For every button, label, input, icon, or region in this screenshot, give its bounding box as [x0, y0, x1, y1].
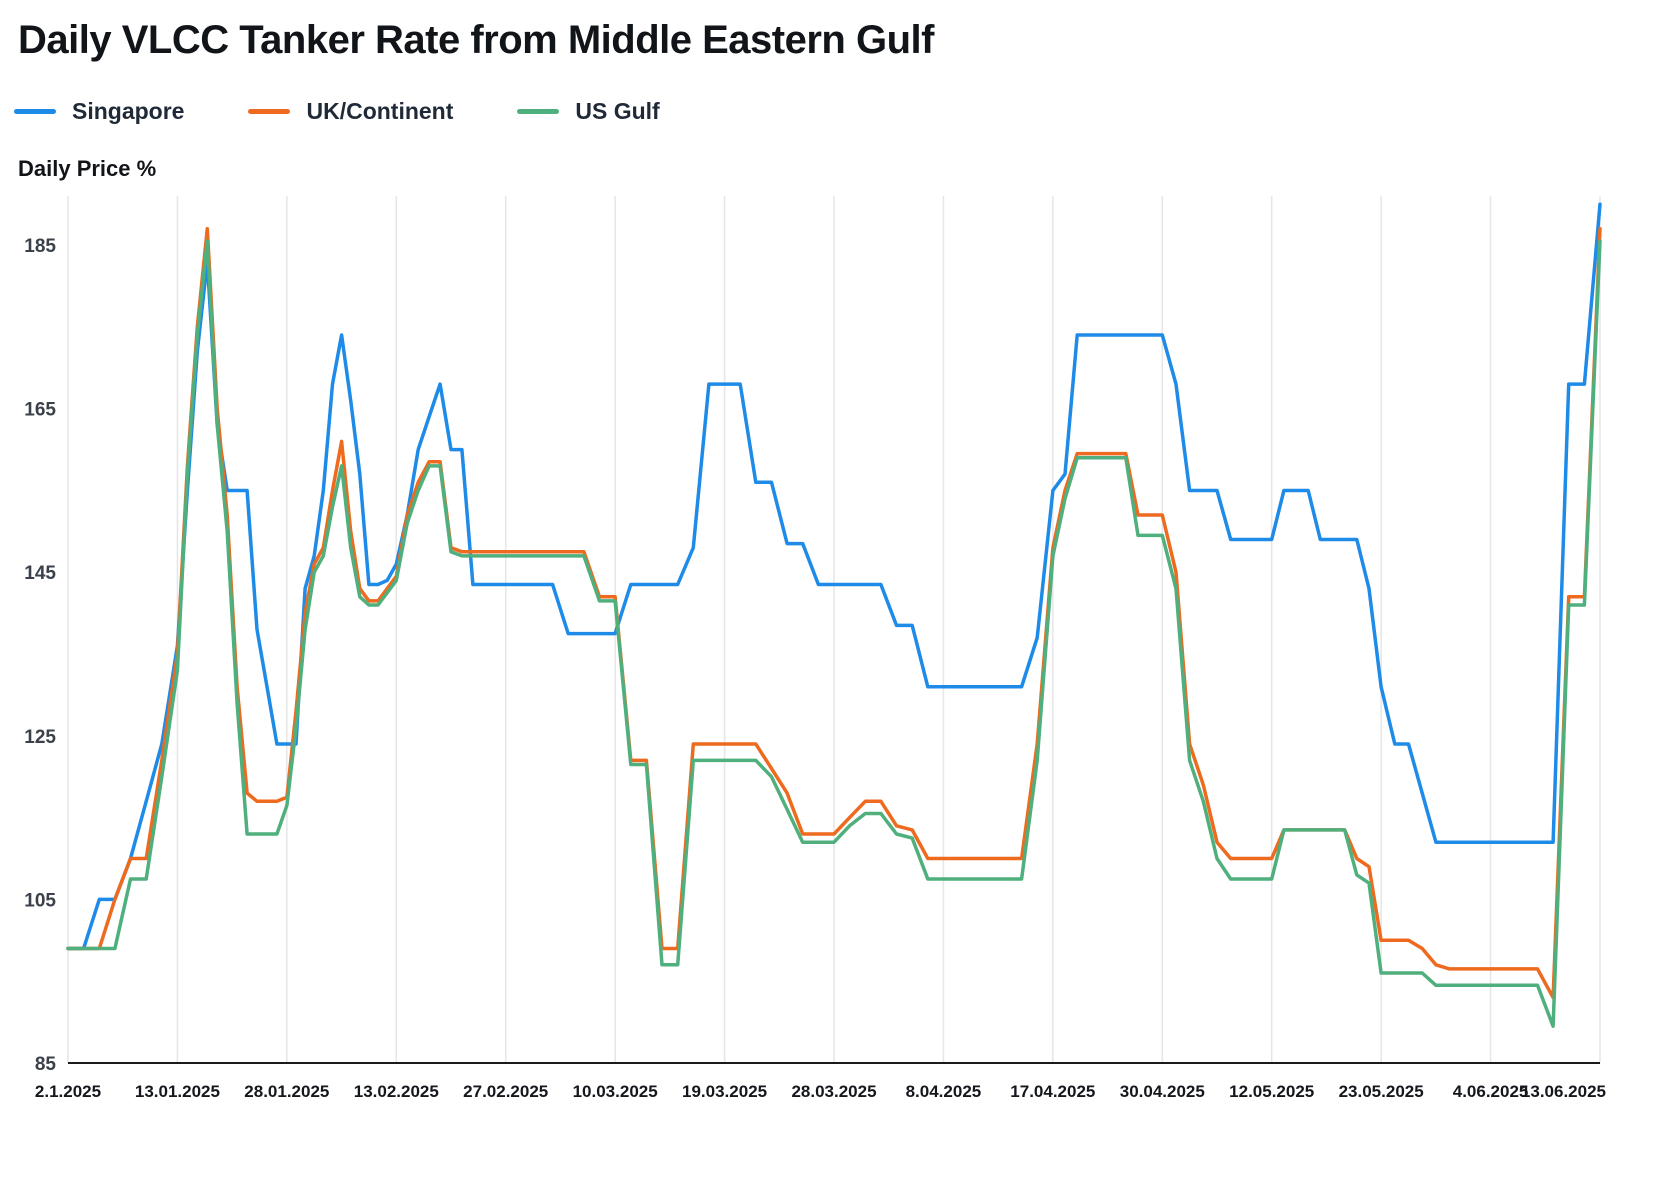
x-tick-label: 30.04.2025 [1120, 1082, 1205, 1101]
x-tick-label: 2.1.2025 [35, 1082, 101, 1101]
x-tick-label: 19.03.2025 [682, 1082, 767, 1101]
legend-swatch-us-gulf [517, 109, 560, 114]
x-tick-label: 13.02.2025 [354, 1082, 439, 1101]
legend-label-uk-continent: UK/Continent [306, 98, 454, 124]
y-tick-label: 85 [35, 1054, 57, 1075]
x-tick-label: 28.01.2025 [244, 1082, 329, 1101]
legend-swatch-uk-continent [248, 109, 291, 114]
y-tick-label: 105 [24, 890, 56, 911]
x-tick-label: 4.06.2025 [1453, 1082, 1529, 1101]
x-tick-label: 27.02.2025 [463, 1082, 548, 1101]
x-tick-label: 23.05.2025 [1339, 1082, 1424, 1101]
y-axis-title: Daily Price % [18, 156, 157, 181]
legend-swatch-singapore [14, 109, 56, 114]
series-line-us-gulf [66, 239, 1602, 1028]
y-tick-label: 185 [24, 236, 56, 257]
legend: Singapore UK/Continent US Gulf [14, 98, 660, 125]
legend-item-singapore[interactable]: Singapore [14, 98, 184, 125]
x-tick-label: 10.03.2025 [573, 1082, 658, 1101]
x-tick-label: 8.04.2025 [906, 1082, 982, 1101]
x-tick-label: 28.03.2025 [791, 1082, 876, 1101]
x-tick-label: 13.01.2025 [135, 1082, 220, 1101]
x-tick-label: 12.05.2025 [1229, 1082, 1314, 1101]
x-tick-label: 13.06.2025 [1521, 1082, 1606, 1101]
legend-label-singapore: Singapore [72, 98, 185, 124]
legend-item-us-gulf[interactable]: US Gulf [517, 98, 660, 125]
legend-item-uk-continent[interactable]: UK/Continent [248, 98, 453, 125]
y-tick-label: 145 [24, 563, 56, 584]
y-tick-label: 165 [24, 400, 56, 421]
y-tick-label: 125 [24, 727, 56, 748]
chart-title: Daily VLCC Tanker Rate from Middle Easte… [18, 18, 934, 62]
x-tick-label: 17.04.2025 [1010, 1082, 1095, 1101]
legend-label-us-gulf: US Gulf [575, 98, 660, 124]
